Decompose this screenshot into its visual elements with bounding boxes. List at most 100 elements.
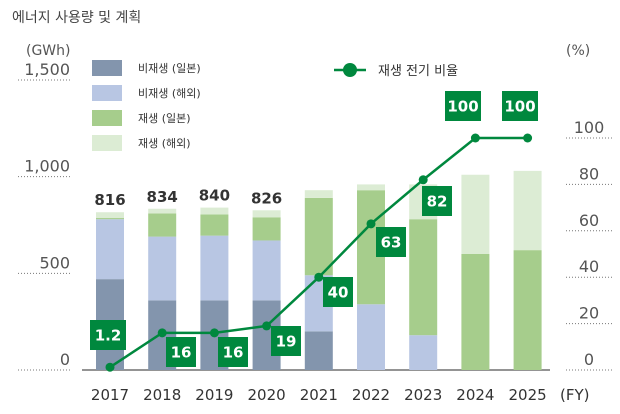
ratio-label-text: 16 [171, 344, 192, 362]
ratio-label-text: 82 [427, 193, 448, 211]
bar-segment [252, 210, 281, 218]
x-tick-label: 2022 [352, 386, 390, 404]
right-tick-label: 100 [574, 118, 605, 137]
x-tick-label: 2025 [509, 386, 547, 404]
bar-series: 816 834 840 826 [94, 170, 542, 370]
ratio-point [262, 321, 272, 331]
legend: 비재생 (일본) 비재생 (해외) 재생 (일본) 재생 (해외) 재생 전기 비율 [92, 60, 458, 151]
right-tick-label: 20 [579, 304, 599, 323]
bar-segment [304, 197, 333, 276]
x-tick-label: 2019 [195, 386, 233, 404]
bar-segment [148, 208, 177, 214]
ratio-label: 16 [166, 337, 196, 367]
ratio-label-box [271, 326, 301, 356]
ratio-label-text: 1.2 [95, 327, 122, 345]
bar-segment [409, 219, 438, 336]
ratio-label: 19 [271, 326, 301, 356]
ratio-label: 40 [323, 277, 353, 307]
left-tick-label: 500 [39, 253, 70, 272]
bar-segment [252, 217, 281, 241]
left-tick-label: 1,000 [24, 157, 70, 176]
ratio-label: 100 [445, 91, 481, 121]
bar-total-label: 826 [251, 189, 282, 207]
bar-segment [96, 218, 124, 220]
ratio-label: 1.2 [90, 320, 126, 350]
bar-segment [200, 214, 229, 236]
legend-label: 재생 (해외) [138, 136, 191, 150]
ratio-point [523, 133, 533, 143]
ratio-label: 16 [218, 337, 248, 367]
right-tick-label: 60 [579, 211, 599, 230]
ratio-point [470, 133, 480, 143]
x-tick-label: 2024 [456, 386, 494, 404]
bar-segment [357, 184, 385, 191]
ratio-point [105, 362, 115, 372]
ratio-point [366, 219, 376, 229]
bar-segment [200, 207, 229, 215]
ratio-line-series [105, 133, 533, 372]
bar-total-label: 840 [199, 187, 230, 205]
bar-segment [513, 250, 542, 370]
bar-segment [148, 236, 177, 301]
bar-segment [96, 219, 124, 280]
legend-label: 재생 (일본) [138, 111, 191, 125]
right-tick-label: 40 [579, 257, 599, 276]
ratio-label-box [422, 186, 452, 216]
legend-line-marker [343, 63, 357, 77]
ratio-label-text: 100 [504, 98, 535, 116]
ratio-label-box [376, 227, 406, 257]
right-tick-label: 80 [579, 164, 599, 183]
bar-segment [461, 174, 490, 254]
legend-swatch [92, 135, 122, 151]
ratio-label-box [323, 277, 353, 307]
left-axis-unit: (GWh) [26, 43, 71, 59]
bar-segment [513, 170, 542, 251]
axis-lines: 0 500 1,000 1,500 0 20 40 60 80 100 2017 2018 2019 20… [18, 60, 612, 404]
bar-segment [200, 235, 229, 301]
ratio-point [314, 272, 324, 282]
ratio-label-box [445, 91, 481, 121]
legend-swatch [92, 85, 122, 101]
ratio-label-box [218, 337, 248, 367]
bar-segment [304, 190, 333, 198]
bar-segment [409, 335, 438, 370]
right-tick-label: 0 [584, 350, 594, 369]
legend-swatch [92, 110, 122, 126]
bar-segment [148, 213, 177, 237]
left-tick-label: 1,500 [24, 60, 70, 79]
ratio-label-box [166, 337, 196, 367]
chart-title: 에너지 사용량 및 계획 [12, 10, 141, 26]
ratio-label-text: 19 [276, 333, 297, 351]
legend-swatch [92, 60, 122, 76]
x-tick-label: 2018 [143, 386, 181, 404]
bar-total-label: 834 [147, 188, 178, 206]
bar-total-label: 816 [94, 191, 125, 209]
ratio-label-text: 40 [328, 284, 349, 302]
ratio-labels: 1.2 16 16 19 40 63 82 100 100 [90, 91, 538, 367]
ratio-label: 82 [422, 186, 452, 216]
ratio-label: 100 [502, 91, 538, 121]
bar-segment [252, 240, 281, 301]
left-tick-label: 0 [60, 350, 70, 369]
bar-segment [304, 331, 333, 370]
ratio-label-text: 100 [447, 98, 478, 116]
bar-segment [96, 212, 124, 219]
ratio-label-box [90, 320, 126, 350]
x-axis-unit: (FY) [560, 386, 590, 404]
bar-segment [461, 254, 490, 370]
ratio-point [209, 328, 219, 338]
ratio-label-text: 16 [223, 344, 244, 362]
ratio-label-box [502, 91, 538, 121]
legend-label: 비재생 (해외) [138, 86, 201, 100]
legend-line-label: 재생 전기 비율 [378, 64, 458, 79]
ratio-label-text: 63 [381, 234, 402, 252]
x-tick-label: 2021 [300, 386, 338, 404]
bar-segment [357, 304, 385, 370]
ratio-point [418, 175, 428, 185]
x-tick-label: 2020 [248, 386, 286, 404]
ratio-point [157, 328, 167, 338]
x-tick-label: 2017 [91, 386, 129, 404]
right-axis-unit: (%) [566, 43, 590, 59]
x-tick-label: 2023 [404, 386, 442, 404]
